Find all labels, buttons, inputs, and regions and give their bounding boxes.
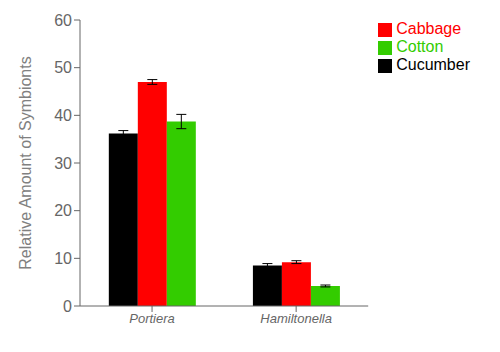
svg-text:Portiera: Portiera	[129, 311, 175, 326]
svg-text:10: 10	[54, 250, 72, 267]
svg-text:60: 60	[54, 12, 72, 29]
html-text:Cabbage: Cabbage	[396, 20, 462, 37]
svg-text:Hamiltonella: Hamiltonella	[260, 311, 332, 326]
svg-text:50: 50	[54, 59, 72, 76]
svg-text:30: 30	[54, 155, 72, 172]
html-text:Cucumber: Cucumber	[396, 56, 470, 73]
html-text:Cotton: Cotton	[396, 38, 444, 55]
svg-text:Relative Amount of Symbionts: Relative Amount of Symbionts	[17, 56, 34, 269]
svg-text:0: 0	[63, 298, 72, 315]
svg-text:40: 40	[54, 107, 72, 124]
svg-text:20: 20	[54, 202, 72, 219]
